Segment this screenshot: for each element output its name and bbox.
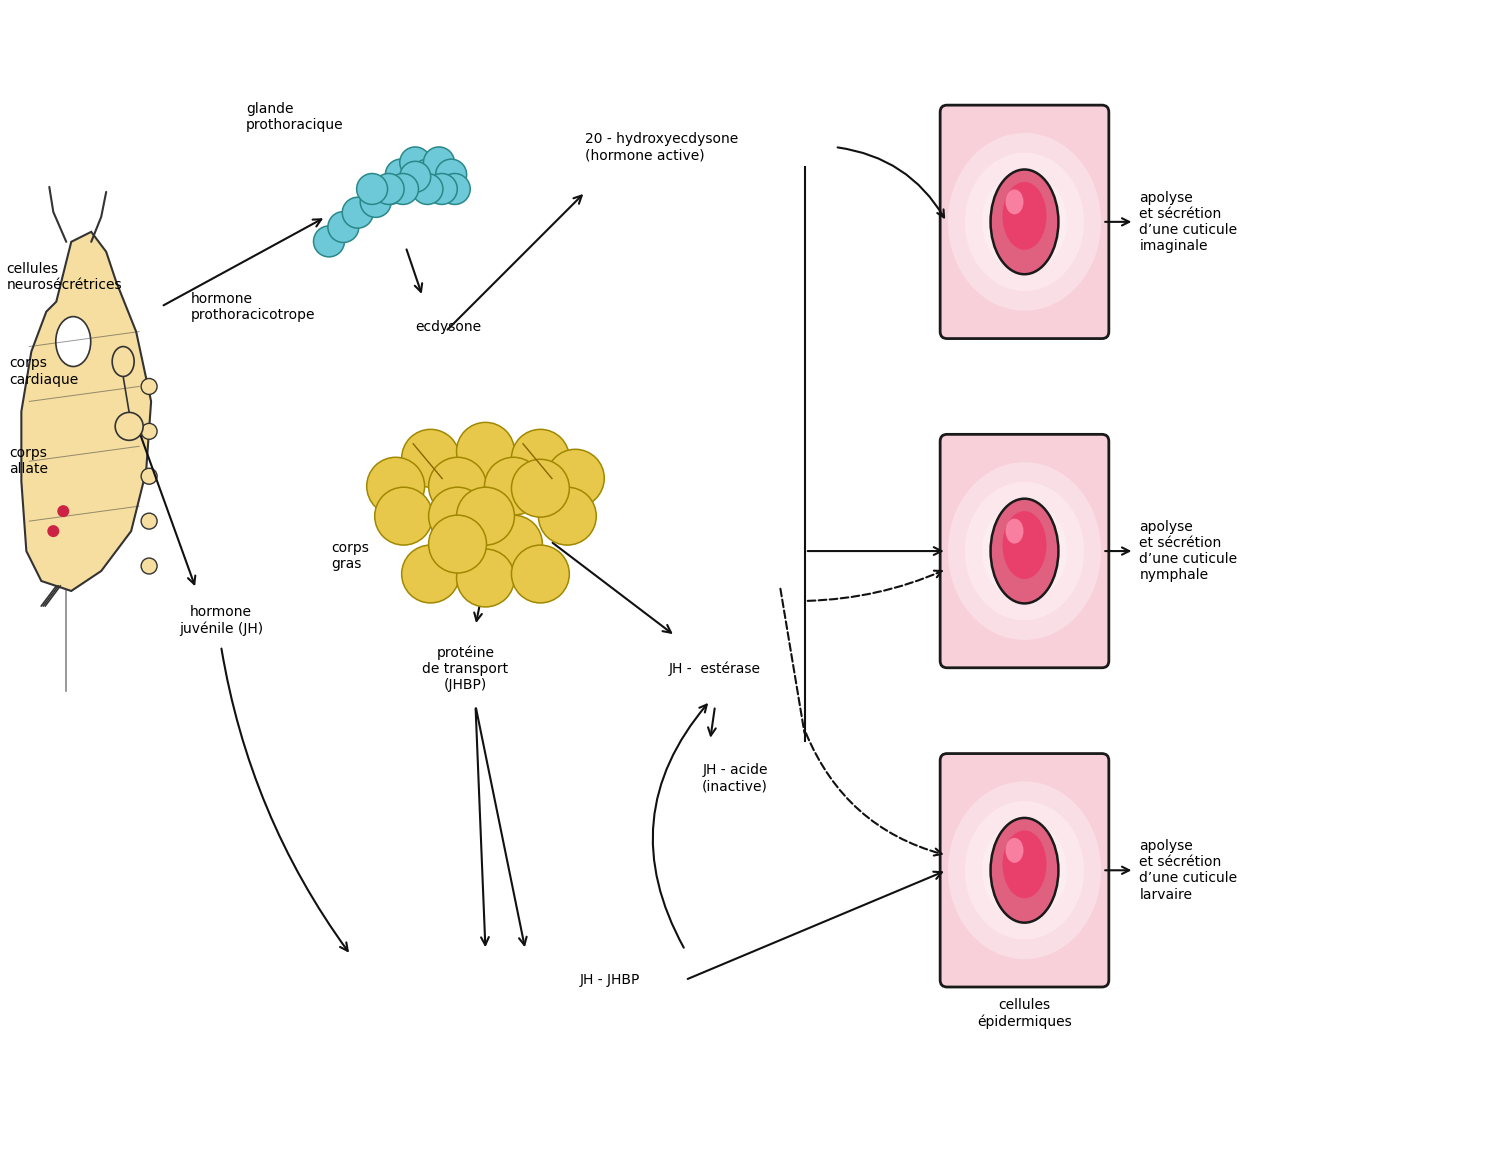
Text: corps
cardiaque: corps cardiaque xyxy=(9,357,78,387)
Text: hormone
prothoracicotrope: hormone prothoracicotrope xyxy=(190,291,315,322)
Circle shape xyxy=(429,516,486,573)
Circle shape xyxy=(57,505,69,517)
Circle shape xyxy=(456,422,514,480)
Circle shape xyxy=(116,412,142,441)
Circle shape xyxy=(512,429,570,487)
Circle shape xyxy=(402,429,459,487)
Circle shape xyxy=(512,459,570,517)
Circle shape xyxy=(141,424,158,440)
Circle shape xyxy=(360,186,392,218)
Circle shape xyxy=(423,147,454,178)
Ellipse shape xyxy=(964,801,1084,939)
Text: ecdysone: ecdysone xyxy=(416,320,482,334)
Text: protéine
de transport
(JHBP): protéine de transport (JHBP) xyxy=(423,646,508,692)
Text: corps
allate: corps allate xyxy=(9,447,48,477)
Circle shape xyxy=(402,546,459,603)
Circle shape xyxy=(456,487,514,546)
Ellipse shape xyxy=(948,134,1101,311)
Circle shape xyxy=(546,449,604,508)
Circle shape xyxy=(399,161,430,192)
Circle shape xyxy=(328,212,358,243)
Circle shape xyxy=(141,379,158,395)
PathPatch shape xyxy=(21,231,152,590)
Text: 20 - hydroxyecdysone
(hormone active): 20 - hydroxyecdysone (hormone active) xyxy=(585,132,738,162)
Text: cellules
neurosécrétrices: cellules neurosécrétrices xyxy=(6,261,122,292)
Ellipse shape xyxy=(1005,190,1023,214)
Circle shape xyxy=(374,174,404,205)
Circle shape xyxy=(426,174,458,205)
Text: apolyse
et sécrétion
d’une cuticule
larvaire: apolyse et sécrétion d’une cuticule larv… xyxy=(1140,839,1238,901)
Circle shape xyxy=(366,457,424,516)
Ellipse shape xyxy=(1002,830,1047,898)
Ellipse shape xyxy=(1002,182,1047,250)
Ellipse shape xyxy=(982,821,1066,920)
Text: apolyse
et sécrétion
d’une cuticule
imaginale: apolyse et sécrétion d’une cuticule imag… xyxy=(1140,191,1238,253)
Ellipse shape xyxy=(982,173,1066,272)
Circle shape xyxy=(375,487,432,546)
Ellipse shape xyxy=(1005,519,1023,543)
Circle shape xyxy=(413,174,442,205)
Text: hormone
juvénile (JH): hormone juvénile (JH) xyxy=(178,605,262,637)
Circle shape xyxy=(413,159,442,190)
Ellipse shape xyxy=(990,818,1059,923)
Ellipse shape xyxy=(948,463,1101,640)
Circle shape xyxy=(141,468,158,485)
Text: apolyse
et sécrétion
d’une cuticule
nymphale: apolyse et sécrétion d’une cuticule nymp… xyxy=(1140,520,1238,582)
Circle shape xyxy=(386,159,417,190)
Ellipse shape xyxy=(982,502,1066,601)
Text: JH - acide
(inactive): JH - acide (inactive) xyxy=(702,763,768,793)
Circle shape xyxy=(342,197,374,228)
Ellipse shape xyxy=(56,317,90,366)
Ellipse shape xyxy=(964,153,1084,291)
FancyBboxPatch shape xyxy=(940,105,1108,338)
Circle shape xyxy=(440,174,470,205)
Circle shape xyxy=(456,549,514,607)
Ellipse shape xyxy=(990,498,1059,603)
Circle shape xyxy=(512,546,570,603)
Circle shape xyxy=(435,159,466,190)
Text: JH - JHBP: JH - JHBP xyxy=(580,973,640,988)
Circle shape xyxy=(375,174,405,205)
Text: corps
gras: corps gras xyxy=(332,541,369,571)
Ellipse shape xyxy=(948,782,1101,959)
Ellipse shape xyxy=(990,169,1059,274)
Text: glande
prothoracique: glande prothoracique xyxy=(246,102,344,132)
Circle shape xyxy=(429,487,486,546)
Circle shape xyxy=(484,457,543,516)
Circle shape xyxy=(357,174,387,205)
Circle shape xyxy=(387,174,418,205)
Circle shape xyxy=(141,558,158,574)
Ellipse shape xyxy=(1002,511,1047,579)
Text: cellules
épidermiques: cellules épidermiques xyxy=(976,998,1072,1029)
Circle shape xyxy=(141,513,158,529)
Ellipse shape xyxy=(1005,838,1023,863)
Text: JH -  estérase: JH - estérase xyxy=(669,662,760,676)
Circle shape xyxy=(399,147,430,178)
Circle shape xyxy=(48,525,60,538)
Circle shape xyxy=(484,516,543,573)
Circle shape xyxy=(429,457,486,516)
Ellipse shape xyxy=(964,482,1084,620)
Ellipse shape xyxy=(112,346,134,376)
Circle shape xyxy=(314,226,345,257)
FancyBboxPatch shape xyxy=(940,754,1108,988)
FancyBboxPatch shape xyxy=(940,434,1108,668)
Circle shape xyxy=(538,487,597,546)
